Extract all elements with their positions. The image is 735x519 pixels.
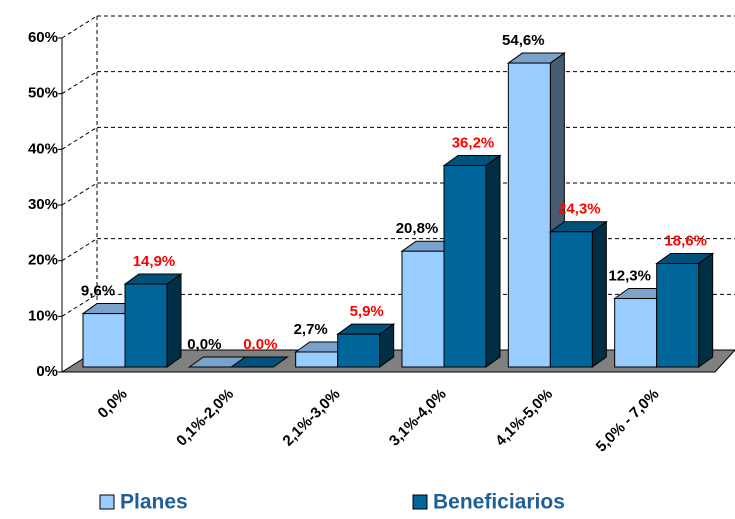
bar bbox=[442, 154, 502, 368]
data-label: 9,6% bbox=[81, 283, 115, 300]
data-label: 12,3% bbox=[608, 267, 651, 284]
bar-face bbox=[485, 154, 501, 368]
data-label: 2,7% bbox=[294, 321, 328, 338]
y-tick-label: 20% bbox=[28, 252, 58, 269]
data-label: 0,0% bbox=[187, 336, 221, 353]
data-label: 18,6% bbox=[664, 232, 707, 249]
bar-face bbox=[614, 298, 658, 368]
y-tick-label: 50% bbox=[28, 85, 58, 102]
x-tick-label: 4,1%-5,0% bbox=[492, 386, 556, 450]
bar-face bbox=[401, 250, 445, 368]
legend-label: Beneficiarios bbox=[433, 491, 565, 514]
bar-face bbox=[698, 252, 714, 368]
bar-face bbox=[82, 313, 126, 368]
x-tick-label: 3,1%-4,0% bbox=[386, 386, 450, 450]
legend-label: Planes bbox=[120, 491, 188, 514]
bar-face bbox=[591, 220, 607, 368]
bar bbox=[229, 356, 289, 368]
y-tick-label: 0% bbox=[36, 363, 58, 380]
data-label: 24,3% bbox=[558, 201, 601, 218]
bar-face bbox=[549, 231, 593, 368]
bar bbox=[336, 323, 396, 368]
bar-face bbox=[656, 262, 700, 368]
x-tick-label: 0,1%-2,0% bbox=[173, 386, 237, 450]
y-tick-label: 30% bbox=[28, 196, 58, 213]
bar-face bbox=[507, 62, 551, 368]
bar-face bbox=[337, 333, 381, 368]
bar bbox=[655, 252, 715, 368]
data-label: 5,9% bbox=[350, 303, 384, 320]
bar bbox=[123, 273, 183, 368]
data-label: 54,6% bbox=[502, 32, 545, 49]
y-tick-label: 60% bbox=[28, 29, 58, 46]
data-label: 36,2% bbox=[452, 134, 495, 151]
y-tick-label: 10% bbox=[28, 307, 58, 324]
data-label: 14,9% bbox=[133, 253, 176, 270]
bar-face bbox=[229, 356, 289, 368]
bar-face bbox=[166, 273, 182, 368]
data-label: 0,0% bbox=[243, 336, 277, 353]
x-tick-label: 2,1%-3,0% bbox=[280, 386, 344, 450]
grid-line bbox=[61, 71, 98, 95]
grid-line bbox=[61, 182, 98, 206]
legend-swatch bbox=[412, 494, 428, 510]
bar bbox=[548, 220, 608, 368]
grid-line bbox=[61, 15, 98, 39]
legend-swatch bbox=[99, 494, 115, 510]
x-tick-label: 0,0% bbox=[95, 386, 131, 422]
y-tick-label: 40% bbox=[28, 140, 58, 157]
bar-face bbox=[124, 283, 168, 368]
grid-line bbox=[61, 238, 98, 262]
data-label: 20,8% bbox=[396, 220, 439, 237]
bar-face bbox=[295, 351, 339, 368]
grid-line bbox=[61, 126, 98, 150]
bar-face bbox=[443, 164, 487, 368]
x-tick-label: 5,0% - 7,0% bbox=[593, 386, 663, 456]
